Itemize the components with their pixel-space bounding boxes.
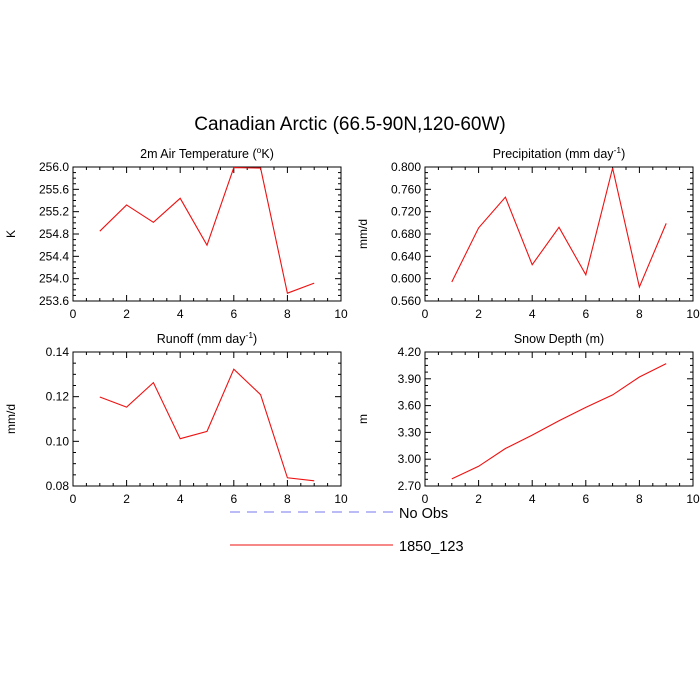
x-tick-label: 2 [475,492,482,506]
panel-title-end: ) [621,147,625,161]
y-tick-label: 254.0 [39,272,69,286]
x-tick-label: 4 [529,307,536,321]
legend-label-no-obs: No Obs [399,506,448,522]
panel-title: 2m Air Temperature (oK) [140,145,274,161]
panel-1: 2m Air Temperature (oK) K 0 2 4 6 8 10 253.6 254.… [4,145,348,321]
y-tick-label: 0.760 [391,182,421,196]
panel-title: Precipitation (mm day-1) [493,145,626,161]
x-tick-label: 8 [636,492,643,506]
x-tick-label: 10 [686,492,700,506]
y-tick-label: 253.6 [39,294,69,308]
y-tick-label: 3.60 [398,399,422,413]
panel-title-sup: -1 [614,145,622,155]
series-line [99,368,315,482]
x-tick-label: 2 [123,307,130,321]
y-tick-label: 4.20 [398,345,422,359]
panel-title-main: Snow Depth (m) [514,332,604,346]
series-line [451,167,667,289]
x-tick-label: 0 [422,492,429,506]
panel-title-main: Runoff (mm day [157,332,246,346]
x-tick-label: 0 [70,492,77,506]
x-tick-label: 8 [284,492,291,506]
y-axis-label: m [356,414,370,424]
x-tick-label: 2 [475,307,482,321]
x-tick-label: 10 [334,307,348,321]
x-tick-label: 4 [177,492,184,506]
y-tick-label: 254.4 [39,249,69,263]
y-tick-label: 3.00 [398,452,422,466]
panel-title-main: 2m Air Temperature ( [140,147,257,161]
x-tick-label: 4 [529,492,536,506]
y-tick-label: 3.90 [398,372,422,386]
legend-label-1850-123: 1850_123 [399,539,464,555]
x-tick-label: 0 [422,307,429,321]
x-tick-label: 2 [123,492,130,506]
x-tick-label: 0 [70,307,77,321]
x-tick-label: 10 [334,492,348,506]
panels: 2m Air Temperature (oK) K 0 2 4 6 8 10 253.6 254.… [4,145,700,506]
series-line [99,167,315,294]
panel-title-end: ) [253,332,257,346]
x-tick-label: 8 [284,307,291,321]
panel-title-main: Precipitation (mm day [493,147,615,161]
panel-2: Precipitation (mm day-1) mm/d 0 2 4 6 8 10 0.560… [356,145,700,321]
y-tick-label: 0.10 [46,434,70,448]
y-tick-label: 0.640 [391,249,421,263]
figure-title: Canadian Arctic (66.5-90N,120-60W) [194,114,506,135]
y-tick-label: 0.680 [391,227,421,241]
x-tick-label: 8 [636,307,643,321]
series-line [451,363,667,480]
panel-title: Runoff (mm day-1) [157,330,257,346]
x-tick-label: 6 [230,492,237,506]
panel-title-sup: o [257,145,262,155]
y-axis-label: mm/d [356,219,370,249]
legend: No Obs 1850_123 [230,506,464,555]
y-tick-label: 2.70 [398,479,422,493]
y-tick-label: 0.14 [46,345,70,359]
y-tick-label: 0.560 [391,294,421,308]
x-tick-label: 6 [230,307,237,321]
y-axis-label: K [4,230,18,238]
y-tick-label: 254.8 [39,227,69,241]
plot-frame [424,351,694,487]
y-tick-label: 0.08 [46,479,70,493]
y-tick-label: 0.12 [46,390,70,404]
y-tick-label: 255.6 [39,182,69,196]
x-tick-label: 6 [582,492,589,506]
y-tick-label: 255.2 [39,205,69,219]
panel-title-sup: -1 [245,330,253,340]
x-tick-label: 4 [177,307,184,321]
plot-frame [72,351,342,487]
panel-4: Snow Depth (m) m 0 2 4 6 8 10 2.70 3.00 3.30 3.60 3.… [356,332,700,506]
x-tick-label: 10 [686,307,700,321]
plot-frame [424,166,694,302]
panel-3: Runoff (mm day-1) mm/d 0 2 4 6 8 10 0.08 0.10 0.12… [4,330,348,506]
plot-frame [72,166,342,302]
y-tick-label: 0.800 [391,160,421,174]
y-axis-label: mm/d [4,404,18,434]
y-tick-label: 0.600 [391,272,421,286]
y-tick-label: 3.30 [398,425,422,439]
y-tick-label: 256.0 [39,160,69,174]
panel-title-end: K) [261,147,274,161]
x-tick-label: 6 [582,307,589,321]
panel-title: Snow Depth (m) [514,332,604,346]
y-tick-label: 0.720 [391,205,421,219]
